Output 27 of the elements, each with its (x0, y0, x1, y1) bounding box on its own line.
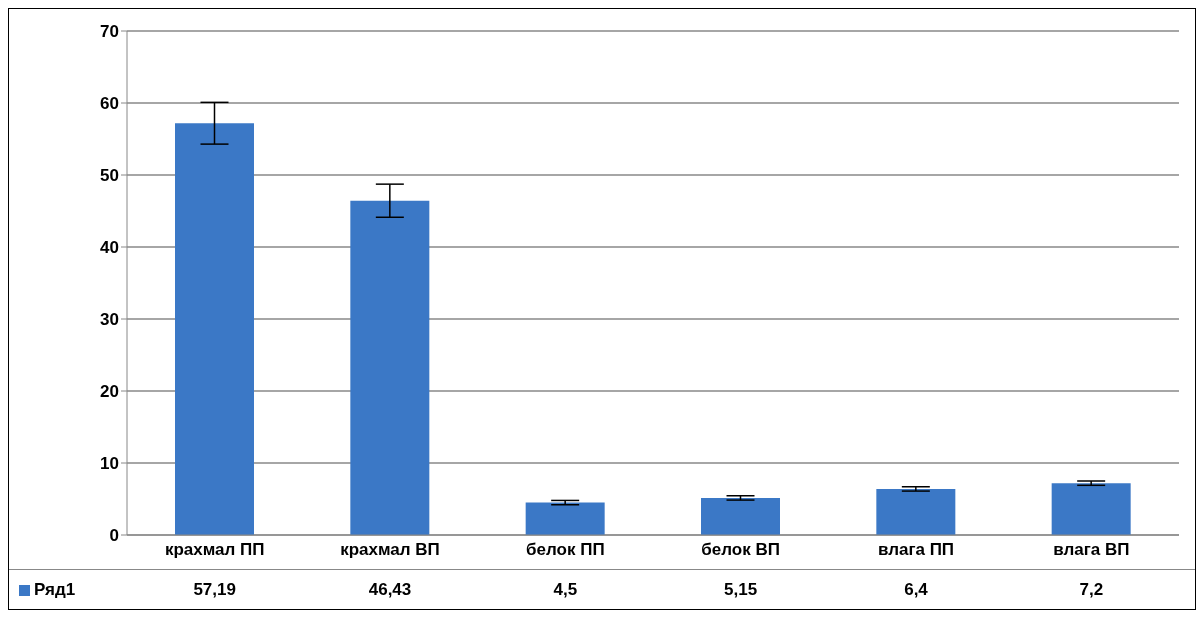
bar (525, 502, 605, 535)
x-tick-label: влага ПП (877, 540, 955, 560)
legend-label: Ряд1 (34, 580, 76, 600)
x-tick-label: белок ВП (701, 540, 780, 560)
y-tick-label: 20 (100, 382, 119, 402)
x-tick-label: крахмал ВП (340, 540, 440, 560)
data-label: 4,5 (552, 580, 579, 600)
data-label: 46,43 (367, 580, 413, 600)
y-tick-label: 60 (100, 94, 119, 114)
y-tick-label: 30 (100, 310, 119, 330)
data-label: 6,4 (903, 580, 929, 600)
y-tick-label: 50 (100, 166, 119, 186)
y-tick-label: 0 (109, 526, 119, 546)
bar (1051, 483, 1131, 535)
y-tick-label: 10 (100, 454, 119, 474)
data-label: 7,2 (1078, 580, 1105, 600)
data-label: 5,15 (723, 580, 759, 600)
bar (701, 497, 780, 535)
data-label: 57,19 (192, 580, 237, 600)
y-tick-label: 70 (100, 22, 119, 42)
x-tick-label: белок ПП (526, 540, 605, 560)
bar (175, 123, 254, 535)
bar (350, 200, 430, 535)
x-tick-label: влага ВП (1053, 540, 1130, 560)
bar (876, 488, 956, 535)
x-tick-label: крахмал ПП (164, 540, 265, 560)
y-tick-label: 40 (100, 238, 119, 258)
